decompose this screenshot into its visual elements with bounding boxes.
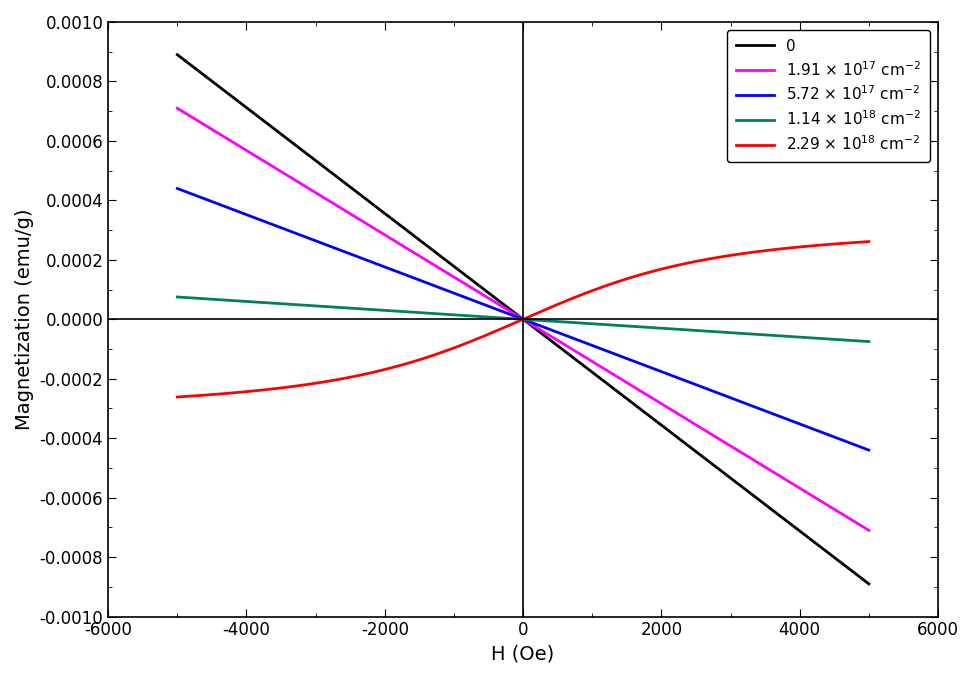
Line: 5.72 × 10$^{17}$ cm$^{-2}$: 5.72 × 10$^{17}$ cm$^{-2}$: [177, 189, 869, 450]
1.14 × 10$^{18}$ cm$^{-2}$: [723, 329, 734, 337]
1.14 × 10$^{18}$ cm$^{-2}$: [711, 328, 723, 336]
2.29 × 10$^{18}$ cm$^{-2}$: [711, 253, 723, 261]
Legend: 0, 1.91 × 10$^{17}$ cm$^{-2}$, 5.72 × 10$^{17}$ cm$^{-2}$, 1.14 × 10$^{18}$ cm$^: 0, 1.91 × 10$^{17}$ cm$^{-2}$, 5.72 × 10…: [727, 30, 930, 162]
2.29 × 10$^{18}$ cm$^{-2}$: [863, 238, 875, 246]
1.14 × 10$^{18}$ cm$^{-2}$: [863, 337, 875, 346]
2.29 × 10$^{18}$ cm$^{-2}$: [476, 333, 488, 341]
1.91 × 10$^{17}$ cm$^{-2}$: [723, 441, 734, 449]
5.72 × 10$^{17}$ cm$^{-2}$: [863, 446, 875, 454]
0: [723, 473, 734, 481]
2.29 × 10$^{18}$ cm$^{-2}$: [723, 251, 734, 259]
1.91 × 10$^{17}$ cm$^{-2}$: [711, 433, 723, 441]
5.72 × 10$^{17}$ cm$^{-2}$: [711, 388, 723, 397]
Line: 1.91 × 10$^{17}$ cm$^{-2}$: 1.91 × 10$^{17}$ cm$^{-2}$: [177, 108, 869, 530]
0: [711, 463, 723, 471]
0: [476, 284, 488, 292]
1.91 × 10$^{17}$ cm$^{-2}$: [476, 290, 488, 298]
1.14 × 10$^{18}$ cm$^{-2}$: [476, 312, 488, 320]
1.91 × 10$^{17}$ cm$^{-2}$: [647, 394, 658, 402]
1.14 × 10$^{18}$ cm$^{-2}$: [171, 293, 183, 301]
5.72 × 10$^{17}$ cm$^{-2}$: [243, 211, 254, 219]
2.29 × 10$^{18}$ cm$^{-2}$: [171, 393, 183, 401]
1.14 × 10$^{18}$ cm$^{-2}$: [451, 311, 463, 319]
5.72 × 10$^{17}$ cm$^{-2}$: [476, 299, 488, 308]
1.91 × 10$^{17}$ cm$^{-2}$: [863, 526, 875, 534]
2.29 × 10$^{18}$ cm$^{-2}$: [647, 268, 658, 276]
0: [171, 51, 183, 59]
5.72 × 10$^{17}$ cm$^{-2}$: [171, 185, 183, 193]
Line: 1.14 × 10$^{18}$ cm$^{-2}$: 1.14 × 10$^{18}$ cm$^{-2}$: [177, 297, 869, 342]
5.72 × 10$^{17}$ cm$^{-2}$: [451, 290, 463, 298]
2.29 × 10$^{18}$ cm$^{-2}$: [243, 388, 254, 396]
Y-axis label: Magnetization (emu/g): Magnetization (emu/g): [15, 208, 34, 430]
5.72 × 10$^{17}$ cm$^{-2}$: [723, 393, 734, 401]
0: [647, 414, 658, 422]
1.14 × 10$^{18}$ cm$^{-2}$: [243, 297, 254, 306]
1.14 × 10$^{18}$ cm$^{-2}$: [647, 323, 658, 331]
5.72 × 10$^{17}$ cm$^{-2}$: [647, 364, 658, 372]
2.29 × 10$^{18}$ cm$^{-2}$: [451, 343, 463, 351]
1.91 × 10$^{17}$ cm$^{-2}$: [243, 147, 254, 155]
Line: 0: 0: [177, 55, 869, 584]
Line: 2.29 × 10$^{18}$ cm$^{-2}$: 2.29 × 10$^{18}$ cm$^{-2}$: [177, 242, 869, 397]
X-axis label: H (Oe): H (Oe): [492, 645, 555, 664]
0: [243, 105, 254, 113]
1.91 × 10$^{17}$ cm$^{-2}$: [171, 104, 183, 112]
1.91 × 10$^{17}$ cm$^{-2}$: [451, 275, 463, 283]
0: [863, 580, 875, 588]
0: [451, 265, 463, 273]
